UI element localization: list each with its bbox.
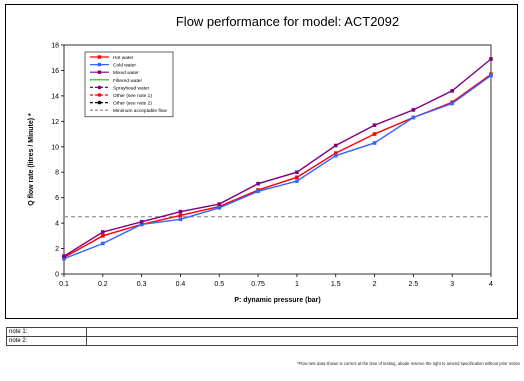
data-point bbox=[373, 141, 377, 145]
legend-label: Mixed water bbox=[113, 70, 139, 76]
data-point bbox=[62, 254, 66, 258]
legend-marker bbox=[98, 55, 101, 58]
data-point bbox=[179, 214, 183, 218]
legend-label: Hot water bbox=[113, 55, 134, 61]
data-point bbox=[179, 217, 183, 221]
data-point bbox=[295, 170, 299, 174]
legend-label: Filtered water bbox=[113, 78, 142, 84]
data-point bbox=[489, 57, 493, 61]
data-point bbox=[334, 144, 338, 148]
data-point bbox=[217, 206, 221, 210]
data-point bbox=[256, 190, 260, 194]
legend-label: Other (see note 1) bbox=[113, 93, 152, 99]
legend-marker bbox=[98, 101, 102, 105]
data-point bbox=[101, 242, 105, 246]
x-tick-label: 0.1 bbox=[59, 281, 69, 288]
chart-title: Flow performance for model: ACT2092 bbox=[176, 14, 399, 29]
legend-label: Cold water bbox=[113, 63, 136, 69]
data-point bbox=[373, 132, 377, 136]
x-tick-label: 2.5 bbox=[408, 281, 418, 288]
x-axis-label: P: dynamic pressure (bar) bbox=[234, 297, 320, 304]
data-point bbox=[489, 74, 493, 78]
data-point bbox=[101, 230, 105, 234]
note-2-value[interactable] bbox=[87, 337, 518, 346]
legend-marker bbox=[98, 71, 101, 74]
y-axis-label: Q flow rate (litres / Minute) * bbox=[28, 113, 35, 206]
x-tick-label: 0.2 bbox=[98, 281, 108, 288]
x-tick-label: 0.3 bbox=[137, 281, 147, 288]
data-point bbox=[450, 102, 454, 106]
y-tick-label: 6 bbox=[55, 195, 59, 202]
data-point bbox=[256, 182, 260, 186]
note-2-label: note 2: bbox=[7, 337, 87, 346]
x-tick-label: 0.4 bbox=[176, 281, 186, 288]
note-1-value[interactable] bbox=[87, 328, 518, 337]
note-row: note 2: bbox=[7, 337, 518, 346]
y-tick-label: 2 bbox=[55, 246, 59, 253]
footnote: *Flow rate data shown is correct at the … bbox=[297, 361, 520, 366]
y-tick-label: 10 bbox=[51, 144, 59, 151]
y-tick-label: 18 bbox=[51, 43, 59, 50]
y-tick-label: 8 bbox=[55, 170, 59, 177]
y-tick-label: 14 bbox=[51, 93, 59, 100]
data-point bbox=[373, 123, 377, 127]
legend-box bbox=[85, 52, 173, 117]
data-point bbox=[140, 220, 144, 224]
legend-label: Other (see note 2) bbox=[113, 101, 152, 107]
data-point bbox=[295, 176, 299, 180]
data-point bbox=[334, 154, 338, 158]
notes-table: note 1: note 2: bbox=[6, 327, 518, 346]
data-point bbox=[450, 89, 454, 93]
data-point bbox=[101, 234, 105, 238]
legend-marker bbox=[98, 63, 101, 66]
x-tick-label: 1.5 bbox=[331, 281, 341, 288]
legend-label: Minimum acceptable flow bbox=[113, 108, 167, 114]
x-tick-label: 4 bbox=[489, 281, 493, 288]
legend-marker bbox=[98, 86, 102, 90]
x-tick-label: 0.75 bbox=[251, 281, 265, 288]
flow-chart: Flow performance for model: ACT2092 0 2 4 6 8… bbox=[0, 0, 524, 330]
data-point bbox=[412, 116, 416, 120]
x-tick-label: 1 bbox=[295, 281, 299, 288]
x-tick-label: 3 bbox=[450, 281, 454, 288]
y-tick-label: 4 bbox=[55, 221, 59, 228]
x-tick-label: 2 bbox=[373, 281, 377, 288]
data-point bbox=[179, 210, 183, 214]
note-row: note 1: bbox=[7, 328, 518, 337]
data-point bbox=[295, 179, 299, 183]
legend-marker bbox=[98, 93, 102, 97]
y-tick-label: 16 bbox=[51, 68, 59, 75]
x-tick-label: 0.5 bbox=[214, 281, 224, 288]
y-tick-label: 0 bbox=[55, 272, 59, 279]
y-tick-label: 12 bbox=[51, 119, 59, 126]
data-point bbox=[217, 202, 221, 206]
data-point bbox=[412, 108, 416, 112]
note-1-label: note 1: bbox=[7, 328, 87, 337]
legend-label: Sprayhead water bbox=[113, 85, 150, 91]
